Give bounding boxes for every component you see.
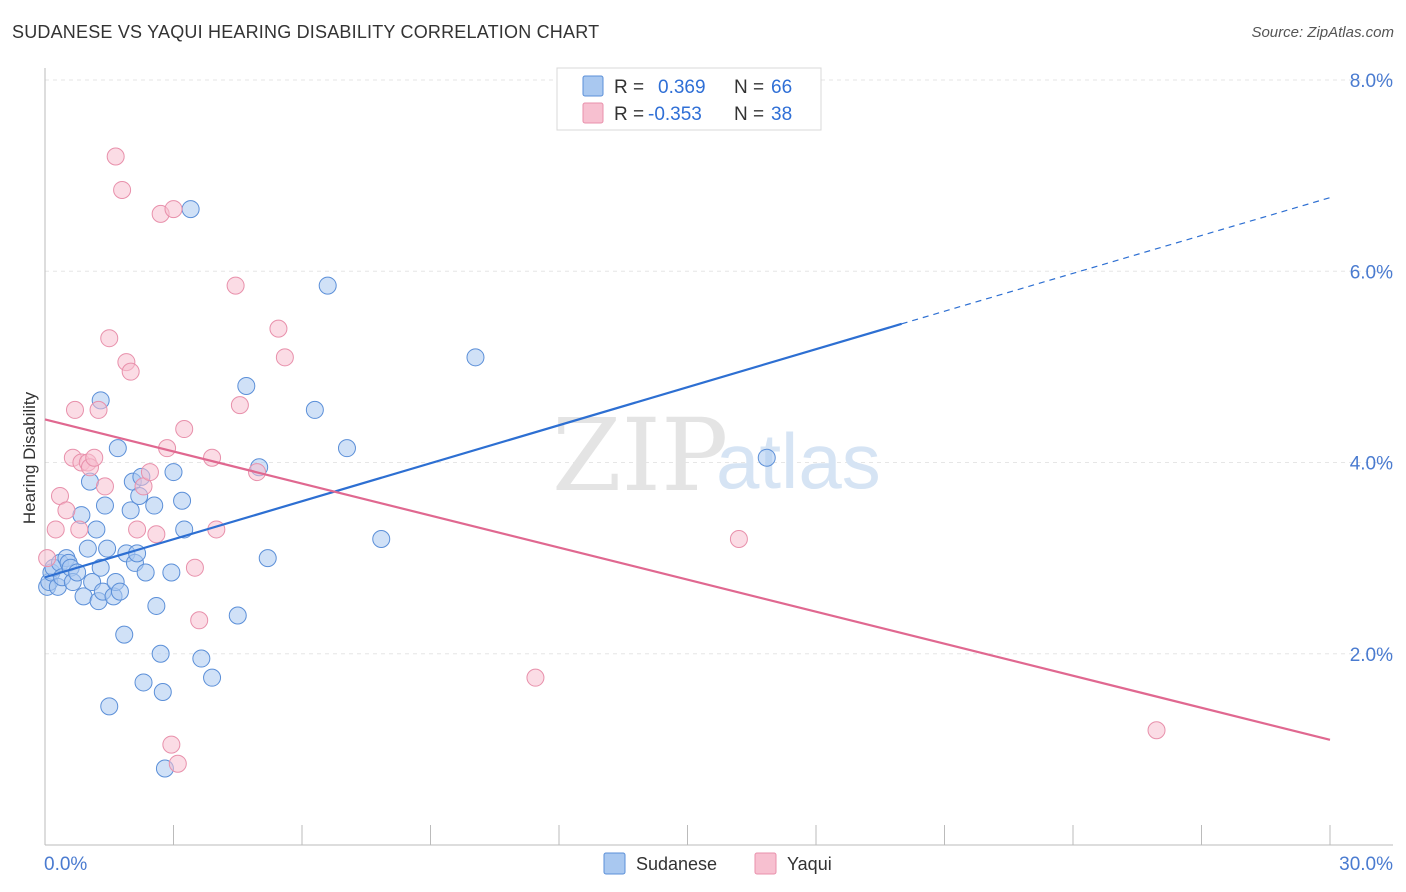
legend-n-value-yaqui: 38 bbox=[771, 104, 792, 125]
sudanese-point-37 bbox=[134, 673, 153, 692]
yaqui-point-38 bbox=[729, 530, 748, 548]
sudanese-point-39 bbox=[145, 496, 164, 515]
yaqui-point-18 bbox=[128, 520, 147, 539]
sudanese-point-46 bbox=[173, 491, 192, 510]
sudanese-point-57 bbox=[337, 439, 356, 458]
legend-r-label-yaqui: R = bbox=[614, 104, 644, 125]
sudanese-trend-extension bbox=[901, 197, 1331, 325]
sudanese-point-49 bbox=[192, 649, 211, 668]
legend-swatch-yaqui bbox=[582, 102, 604, 124]
sudanese-point-52 bbox=[237, 377, 256, 395]
yaqui-point-12 bbox=[95, 477, 114, 496]
yaqui-point-33 bbox=[230, 396, 249, 415]
grid-lines bbox=[45, 79, 1393, 655]
sudanese-point-41 bbox=[151, 644, 170, 663]
watermark-zip: ZIP bbox=[552, 397, 728, 514]
sudanese-point-31 bbox=[121, 501, 140, 520]
sudanese-point-29 bbox=[115, 625, 134, 644]
sudanese-point-44 bbox=[162, 563, 181, 582]
legend-n-label-yaqui: N = bbox=[734, 104, 764, 125]
axes bbox=[44, 68, 1393, 846]
bottom-legend-swatch-sudanese bbox=[603, 852, 626, 875]
sudanese-points bbox=[38, 200, 776, 778]
sudanese-point-54 bbox=[258, 549, 277, 568]
sudanese-point-42 bbox=[153, 683, 172, 701]
sudanese-point-48 bbox=[181, 200, 200, 219]
yaqui-point-3 bbox=[57, 501, 76, 520]
yaqui-point-28 bbox=[185, 558, 204, 577]
legend-r-label-sudanese: R = bbox=[614, 77, 644, 98]
tick-labels: 2.0% 4.0% 6.0% 8.0% 0.0% 30.0% bbox=[44, 71, 1393, 875]
yaqui-point-5 bbox=[65, 400, 84, 419]
yaqui-point-24 bbox=[162, 735, 181, 754]
sudanese-point-58 bbox=[372, 530, 391, 548]
y-tick-label-1: 4.0% bbox=[1350, 454, 1393, 475]
yaqui-point-6 bbox=[70, 520, 89, 539]
yaqui-point-11 bbox=[89, 400, 108, 419]
sudanese-point-38 bbox=[136, 563, 155, 582]
bottom-legend-label-sudanese: Sudanese bbox=[636, 854, 717, 874]
sudanese-point-27 bbox=[108, 439, 127, 458]
sudanese-trend-line bbox=[44, 322, 902, 579]
yaqui-point-27 bbox=[175, 420, 194, 439]
yaqui-point-26 bbox=[168, 754, 187, 773]
y-tick-label-2: 6.0% bbox=[1350, 262, 1393, 283]
yaqui-point-25 bbox=[164, 200, 183, 219]
sudanese-point-56 bbox=[318, 276, 337, 295]
yaqui-point-39 bbox=[1147, 721, 1166, 740]
x-tick-label-0: 0.0% bbox=[44, 854, 87, 875]
yaqui-point-1 bbox=[46, 520, 65, 539]
yaqui-point-17 bbox=[121, 362, 140, 381]
legend-r-value-sudanese: 0.369 bbox=[658, 77, 706, 98]
watermark: ZIP atlas bbox=[552, 397, 881, 514]
trend-lines bbox=[44, 197, 1331, 741]
sudanese-point-19 bbox=[91, 558, 110, 577]
sudanese-point-60 bbox=[757, 448, 776, 467]
watermark-atlas: atlas bbox=[716, 417, 881, 505]
yaqui-point-37 bbox=[526, 668, 545, 687]
yaqui-point-0 bbox=[38, 549, 57, 568]
stats-legend: R = 0.369 N = 66 R = -0.353 N = 38 bbox=[556, 67, 822, 131]
yaqui-trend-line bbox=[44, 418, 1331, 741]
legend-r-value-yaqui: -0.353 bbox=[648, 104, 702, 125]
sudanese-point-50 bbox=[203, 668, 222, 687]
y-tick-label-0: 2.0% bbox=[1350, 645, 1393, 666]
sudanese-point-59 bbox=[466, 348, 485, 367]
legend-swatch-sudanese bbox=[582, 75, 604, 97]
sudanese-point-17 bbox=[87, 520, 106, 539]
yaqui-point-35 bbox=[269, 319, 288, 338]
y-tick-label-3: 8.0% bbox=[1350, 71, 1393, 92]
yaqui-point-15 bbox=[113, 180, 132, 199]
x-tick-label-1: 30.0% bbox=[1339, 854, 1393, 875]
bottom-legend-label-yaqui: Yaqui bbox=[787, 854, 832, 874]
source-credit: Source: ZipAtlas.com bbox=[1251, 24, 1394, 41]
yaqui-point-13 bbox=[100, 329, 119, 348]
sudanese-point-51 bbox=[228, 606, 247, 625]
y-axis-label: Hearing Disability bbox=[20, 391, 39, 524]
legend-n-label-sudanese: N = bbox=[734, 77, 764, 98]
yaqui-point-32 bbox=[226, 276, 245, 295]
series-legend: Sudanese Yaqui bbox=[603, 852, 832, 875]
sudanese-point-23 bbox=[98, 539, 117, 558]
yaqui-point-10 bbox=[85, 448, 104, 467]
yaqui-point-21 bbox=[147, 525, 166, 544]
sudanese-point-22 bbox=[95, 496, 114, 515]
sudanese-point-45 bbox=[164, 463, 183, 482]
sudanese-point-14 bbox=[78, 539, 97, 558]
chart-title: SUDANESE VS YAQUI HEARING DISABILITY COR… bbox=[12, 22, 600, 42]
sudanese-point-24 bbox=[100, 697, 119, 716]
sudanese-point-55 bbox=[305, 400, 324, 419]
yaqui-point-36 bbox=[275, 348, 294, 367]
legend-n-value-sudanese: 66 bbox=[771, 77, 792, 98]
yaqui-point-14 bbox=[106, 147, 125, 166]
bottom-legend-swatch-yaqui bbox=[754, 852, 777, 875]
yaqui-point-20 bbox=[140, 463, 159, 482]
sudanese-point-40 bbox=[147, 596, 166, 615]
yaqui-point-29 bbox=[190, 611, 209, 630]
yaqui-points bbox=[38, 147, 1166, 773]
sudanese-point-28 bbox=[110, 582, 129, 601]
